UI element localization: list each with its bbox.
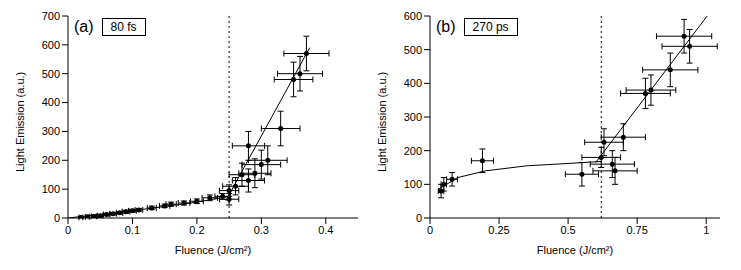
svg-text:400: 400 [42,96,60,108]
svg-text:0.5: 0.5 [560,224,575,236]
svg-text:0.25: 0.25 [488,224,509,236]
svg-text:700: 700 [42,10,60,22]
svg-text:400: 400 [404,77,422,89]
html-text:270 ps: 270 ps [472,20,509,34]
svg-text:0: 0 [416,212,422,224]
svg-text:300: 300 [404,111,422,123]
svg-text:0: 0 [54,212,60,224]
svg-text:0.4: 0.4 [318,224,333,236]
svg-text:200: 200 [42,154,60,166]
svg-text:500: 500 [42,68,60,80]
svg-text:0: 0 [427,224,433,236]
html-text:(a): (a) [74,18,94,35]
svg-text:300: 300 [42,125,60,137]
svg-text:100: 100 [404,178,422,190]
svg-text:0.2: 0.2 [189,224,204,236]
svg-text:600: 600 [404,10,422,22]
svg-text:100: 100 [42,183,60,195]
html-text:(b): (b) [436,18,456,35]
svg-text:Fluence (J/cm²): Fluence (J/cm²) [175,244,251,256]
svg-text:0.3: 0.3 [254,224,269,236]
svg-text:Light Emission (a.u.): Light Emission (a.u.) [376,72,388,172]
svg-text:600: 600 [42,39,60,51]
html-text:80 fs: 80 fs [110,20,137,34]
svg-text:200: 200 [404,145,422,157]
svg-text:500: 500 [404,44,422,56]
svg-text:0.1: 0.1 [125,224,140,236]
svg-text:Light Emission (a.u.): Light Emission (a.u.) [14,72,26,172]
svg-text:Fluence (J/cm²): Fluence (J/cm²) [537,244,613,256]
svg-text:0.75: 0.75 [626,224,647,236]
svg-text:1: 1 [703,224,709,236]
svg-text:0: 0 [65,224,71,236]
